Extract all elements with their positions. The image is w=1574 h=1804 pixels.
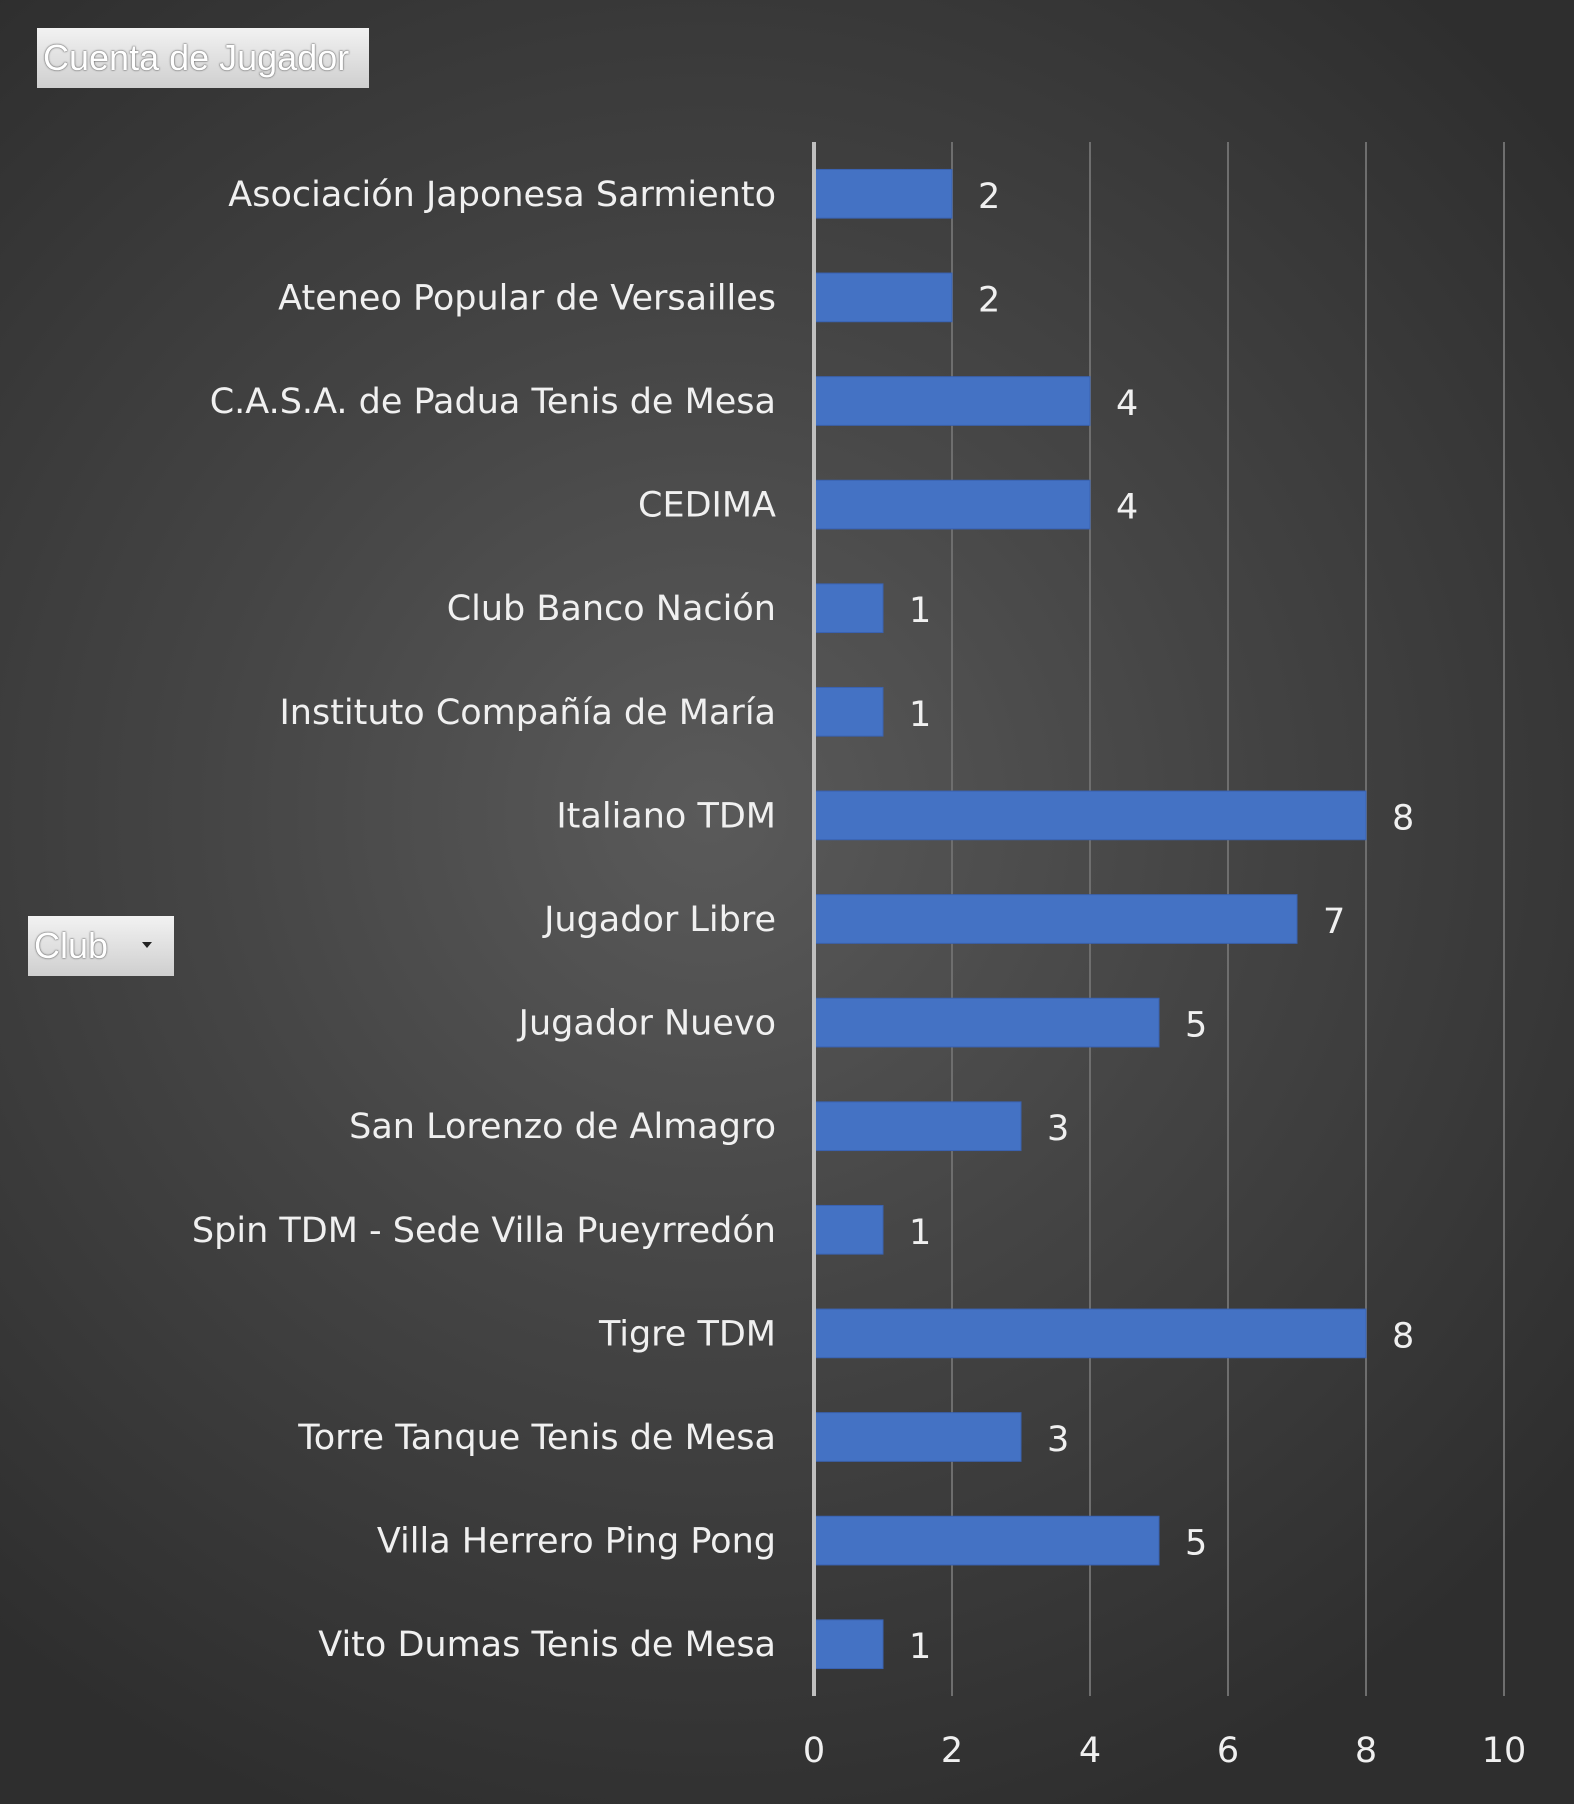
category-label: Club Banco Nación: [447, 589, 776, 629]
data-label: 8: [1392, 798, 1414, 838]
bar: [813, 1619, 884, 1670]
x-tick-label: 2: [941, 1731, 963, 1771]
data-label: 4: [1116, 488, 1138, 528]
bar: [813, 583, 884, 634]
dropdown-arrow-icon[interactable]: [142, 942, 152, 948]
category-label: Italiano TDM: [556, 796, 776, 836]
category-label: Spin TDM - Sede Villa Pueyrredón: [192, 1211, 776, 1251]
value-field-button[interactable]: Cuenta de Jugador: [37, 28, 369, 88]
data-label: 1: [909, 591, 931, 631]
bar: [813, 894, 1298, 944]
bar: [813, 1101, 1022, 1152]
category-label: C.A.S.A. de Padua Tenis de Mesa: [210, 382, 776, 422]
x-tick-label: 6: [1217, 1731, 1239, 1771]
data-label: 3: [1047, 1420, 1069, 1460]
data-label: 7: [1323, 902, 1345, 942]
bar: [813, 272, 953, 323]
x-tick-label: 10: [1482, 1731, 1527, 1771]
category-label: Vito Dumas Tenis de Mesa: [318, 1625, 776, 1665]
category-label: Ateneo Popular de Versailles: [278, 278, 776, 318]
bar: [813, 790, 1367, 841]
category-label: Instituto Compañía de María: [279, 693, 776, 733]
bar: [813, 168, 953, 219]
data-label: 2: [978, 177, 1000, 217]
category-label: Jugador Libre: [542, 900, 776, 940]
data-label: 4: [1116, 384, 1138, 424]
x-tick-label: 0: [803, 1731, 825, 1771]
axis-field-button[interactable]: Club: [28, 916, 174, 976]
category-label: Torre Tanque Tenis de Mesa: [297, 1418, 776, 1458]
bar: [813, 1412, 1022, 1462]
data-label: 8: [1392, 1316, 1414, 1356]
category-label: Asociación Japonesa Sarmiento: [228, 175, 776, 215]
bar: [813, 1204, 884, 1255]
data-label: 1: [909, 1627, 931, 1667]
data-label: 3: [1047, 1109, 1069, 1149]
bar: [813, 1308, 1367, 1359]
bar: [813, 376, 1091, 426]
data-label: 5: [1185, 1524, 1207, 1564]
category-label: Villa Herrero Ping Pong: [377, 1522, 776, 1562]
data-label: 1: [909, 1213, 931, 1253]
category-label: San Lorenzo de Almagro: [349, 1107, 776, 1147]
axis-field-label: Club: [34, 925, 109, 966]
bar: [813, 686, 884, 737]
data-label: 1: [909, 695, 931, 735]
bar: [813, 479, 1091, 530]
bar: [813, 997, 1160, 1048]
category-label: CEDIMA: [638, 486, 776, 526]
category-label: Tigre TDM: [598, 1314, 776, 1354]
data-label: 2: [978, 280, 1000, 320]
data-label: 5: [1185, 1006, 1207, 1046]
x-tick-label: 8: [1355, 1731, 1377, 1771]
category-label: Jugador Nuevo: [517, 1004, 776, 1044]
x-tick-label: 4: [1079, 1731, 1101, 1771]
bar: [813, 1515, 1160, 1566]
